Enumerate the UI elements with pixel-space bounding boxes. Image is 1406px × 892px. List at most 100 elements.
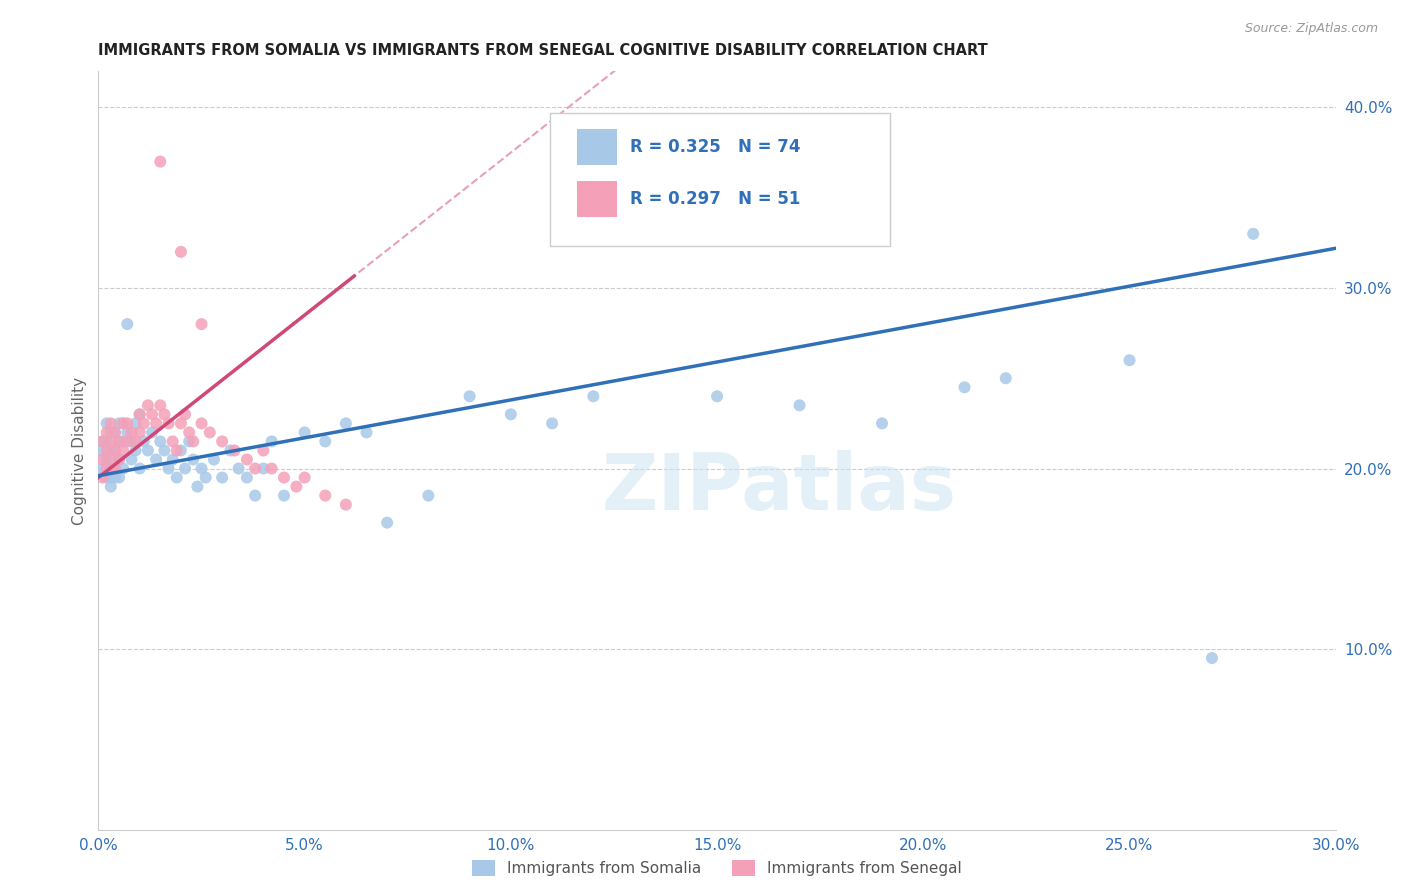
Point	[179, 425, 201, 440]
Point	[162, 434, 184, 449]
Point	[100, 434, 122, 449]
Point	[120, 425, 142, 440]
Point	[132, 434, 155, 449]
Point	[870, 417, 893, 431]
Point	[706, 389, 728, 403]
Point	[112, 417, 135, 431]
Point	[100, 470, 122, 484]
Point	[418, 489, 440, 503]
Point	[170, 417, 193, 431]
Point	[219, 443, 242, 458]
Text: IMMIGRANTS FROM SOMALIA VS IMMIGRANTS FROM SENEGAL COGNITIVE DISABILITY CORRELAT: IMMIGRANTS FROM SOMALIA VS IMMIGRANTS FR…	[98, 43, 988, 58]
Point	[149, 398, 172, 412]
Point	[499, 408, 522, 422]
Point	[190, 317, 212, 331]
Point	[181, 452, 204, 467]
Point	[117, 417, 139, 431]
Point	[145, 452, 167, 467]
Point	[335, 417, 357, 431]
Point	[128, 408, 150, 422]
Point	[112, 434, 135, 449]
Point	[96, 461, 118, 475]
Point	[294, 425, 316, 440]
Point	[128, 408, 150, 422]
Point	[243, 489, 266, 503]
Point	[356, 425, 378, 440]
Point	[91, 434, 114, 449]
Point	[314, 489, 336, 503]
Point	[100, 443, 122, 458]
Y-axis label: Cognitive Disability: Cognitive Disability	[72, 376, 87, 524]
Point	[335, 498, 357, 512]
Point	[91, 470, 114, 484]
Point	[141, 425, 163, 440]
Point	[108, 452, 131, 467]
Point	[96, 425, 118, 440]
Point	[162, 452, 184, 467]
Point	[458, 389, 481, 403]
Point	[541, 417, 564, 431]
Point	[294, 470, 316, 484]
Point	[211, 434, 233, 449]
Point	[273, 489, 295, 503]
Point	[91, 452, 114, 467]
Point	[149, 154, 172, 169]
Text: ZIPatlas: ZIPatlas	[602, 450, 956, 526]
Point	[186, 479, 208, 493]
Point	[190, 417, 212, 431]
Point	[236, 470, 259, 484]
Point	[260, 434, 283, 449]
Point	[953, 380, 976, 394]
Point	[166, 470, 188, 484]
Point	[100, 417, 122, 431]
Point	[120, 452, 142, 467]
Point	[1118, 353, 1140, 368]
Point	[190, 461, 212, 475]
Point	[170, 244, 193, 259]
Point	[112, 461, 135, 475]
Point	[91, 461, 114, 475]
Point	[124, 443, 146, 458]
Point	[174, 408, 197, 422]
Point	[108, 470, 131, 484]
Point	[112, 443, 135, 458]
Text: R = 0.325   N = 74: R = 0.325 N = 74	[630, 138, 801, 156]
Point	[141, 408, 163, 422]
Point	[166, 443, 188, 458]
Point	[181, 434, 204, 449]
Bar	[578, 180, 617, 217]
Point	[994, 371, 1017, 385]
Point	[104, 425, 127, 440]
Point	[104, 470, 127, 484]
Point	[789, 398, 811, 412]
Point	[136, 398, 159, 412]
Text: R = 0.297   N = 51: R = 0.297 N = 51	[630, 190, 801, 208]
Point	[128, 461, 150, 475]
Point	[174, 461, 197, 475]
Point	[112, 417, 135, 431]
Point	[91, 434, 114, 449]
Point	[194, 470, 217, 484]
Point	[1241, 227, 1264, 241]
Point	[104, 425, 127, 440]
Point	[117, 425, 139, 440]
Point	[149, 434, 172, 449]
Point	[211, 470, 233, 484]
Point	[170, 443, 193, 458]
Point	[117, 317, 139, 331]
Point	[100, 461, 122, 475]
Point	[96, 470, 118, 484]
Point	[108, 417, 131, 431]
Point	[104, 461, 127, 475]
Point	[104, 443, 127, 458]
Text: Source: ZipAtlas.com: Source: ZipAtlas.com	[1244, 22, 1378, 36]
Point	[252, 443, 274, 458]
Point	[128, 425, 150, 440]
Point	[582, 389, 605, 403]
FancyBboxPatch shape	[550, 113, 890, 245]
Point	[132, 417, 155, 431]
Point	[157, 461, 180, 475]
Point	[157, 417, 180, 431]
Point	[91, 443, 114, 458]
Point	[375, 516, 398, 530]
